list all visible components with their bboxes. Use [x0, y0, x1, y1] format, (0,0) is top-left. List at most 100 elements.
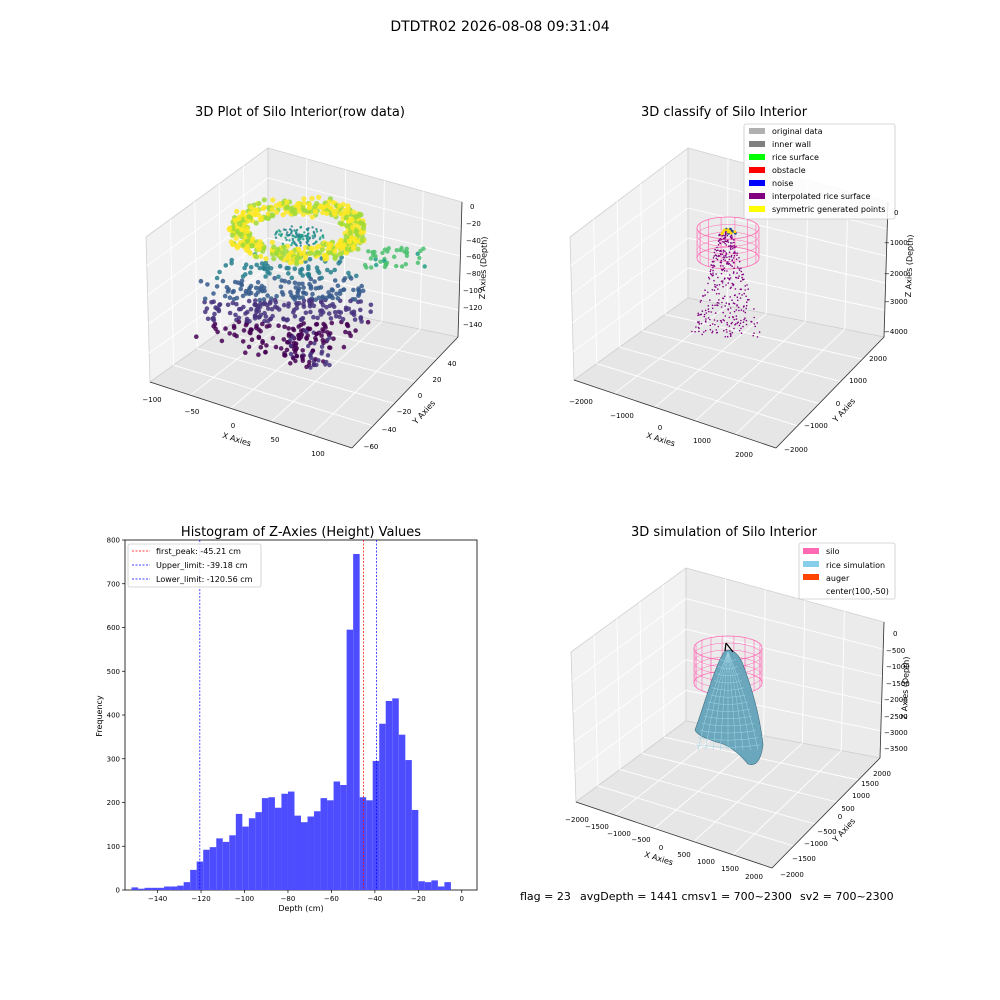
- raw-point: [227, 295, 233, 301]
- raw-z-tick: −140: [463, 321, 482, 329]
- classify-point: [728, 316, 731, 319]
- simulation-z-tick: −1000: [886, 663, 910, 671]
- rice-mesh-line: [705, 651, 729, 751]
- raw-point: [292, 280, 298, 286]
- raw-point: [280, 232, 283, 236]
- classify-point: [716, 320, 719, 322]
- raw-point: [307, 257, 313, 262]
- simulation-legend-entry: center(100,-50): [826, 587, 889, 596]
- classify-point: [728, 258, 731, 261]
- simulation-legend-label: center(100,-50): [826, 587, 889, 596]
- raw-point: [276, 274, 281, 280]
- classify-point: [723, 256, 726, 259]
- raw-point: [308, 245, 314, 251]
- rice-mesh-line: [720, 651, 729, 751]
- histogram-bar: [340, 785, 347, 890]
- classify-point: [732, 247, 734, 250]
- classify-point: [722, 297, 725, 300]
- classify-point: [744, 285, 746, 287]
- histogram-legend-label: Upper_limit: -39.18 cm: [156, 561, 248, 570]
- classify-point: [720, 306, 723, 308]
- raw-point: [214, 275, 220, 281]
- raw-point: [341, 287, 346, 293]
- classify-point: [750, 320, 753, 323]
- raw-point: [219, 338, 225, 344]
- classify-point: [711, 304, 714, 307]
- simulation-y-tick: −2000: [780, 871, 804, 879]
- raw-point: [282, 351, 287, 356]
- classify-point: [734, 294, 736, 296]
- raw-point: [294, 255, 300, 262]
- classify-point: [739, 297, 742, 299]
- raw-point: [343, 215, 349, 221]
- raw-point: [239, 227, 245, 233]
- raw-point: [319, 351, 324, 356]
- classify-point: [729, 335, 732, 338]
- raw-y-tick: 0: [418, 392, 422, 400]
- classify-point: [733, 251, 736, 253]
- raw-point: [203, 309, 208, 315]
- classify-point: [729, 312, 731, 314]
- raw-point: [374, 262, 379, 268]
- classify-point: [738, 260, 741, 263]
- classify-x-tick: 2000: [735, 451, 753, 459]
- classify-z-tick: −3000: [884, 298, 908, 306]
- raw-point: [294, 301, 299, 306]
- histogram-bar: [170, 886, 178, 890]
- classify-legend-entry: inner wall: [749, 140, 811, 149]
- classify-point: [740, 267, 742, 270]
- classify-point: [730, 248, 732, 251]
- classify-point: [727, 308, 729, 310]
- raw-point: [320, 303, 326, 308]
- raw-point: [288, 351, 294, 357]
- raw-point: [228, 239, 234, 245]
- grid-line: [311, 328, 421, 436]
- classify-point: [726, 321, 728, 324]
- raw-point: [312, 251, 318, 257]
- raw-point: [343, 329, 348, 335]
- raw-point: [214, 284, 220, 289]
- classify-point: [717, 288, 719, 290]
- raw-point: [337, 314, 342, 320]
- classify-point: [721, 280, 724, 282]
- histogram-legend-entry: Lower_limit: -120.56 cm: [132, 575, 253, 584]
- grid-line: [570, 177, 689, 266]
- classify-point: [742, 273, 745, 276]
- classify-point: [709, 270, 712, 273]
- raw-point: [293, 350, 298, 355]
- classify-point: [694, 330, 696, 333]
- histogram-bar: [379, 723, 386, 890]
- classify-point: [737, 306, 740, 309]
- histogram-bar: [255, 812, 262, 891]
- raw-point: [327, 303, 333, 309]
- raw-point: [338, 251, 344, 257]
- raw-point: [311, 234, 314, 238]
- classify-point: [698, 323, 701, 325]
- classify-point: [733, 230, 737, 234]
- raw-point: [310, 291, 315, 297]
- classify-point: [720, 259, 723, 262]
- raw-point: [217, 302, 223, 307]
- classify-point: [691, 330, 693, 333]
- raw-point: [342, 276, 348, 281]
- raw-point: [327, 345, 333, 351]
- simulation-legend-entry: silo: [803, 547, 840, 556]
- classify-point: [729, 330, 731, 332]
- histogram-bar: [405, 760, 412, 890]
- raw-point: [291, 356, 296, 361]
- raw-point: [296, 281, 302, 287]
- raw-point: [243, 262, 249, 268]
- raw-point: [308, 353, 313, 358]
- classify-legend-swatch: [749, 193, 765, 199]
- classify-legend-entry: interpolated rice surface: [749, 192, 870, 201]
- raw-point: [351, 243, 357, 249]
- classify-x-tick: 1000: [693, 437, 711, 445]
- raw-point: [273, 209, 279, 215]
- raw-point: [240, 209, 246, 215]
- grid-line: [663, 165, 666, 315]
- status-flag: flag = 23: [520, 890, 571, 903]
- classify-3d-box: [569, 147, 889, 449]
- raw-point: [300, 358, 305, 363]
- classify-point: [735, 258, 738, 261]
- classify-point: [718, 302, 720, 304]
